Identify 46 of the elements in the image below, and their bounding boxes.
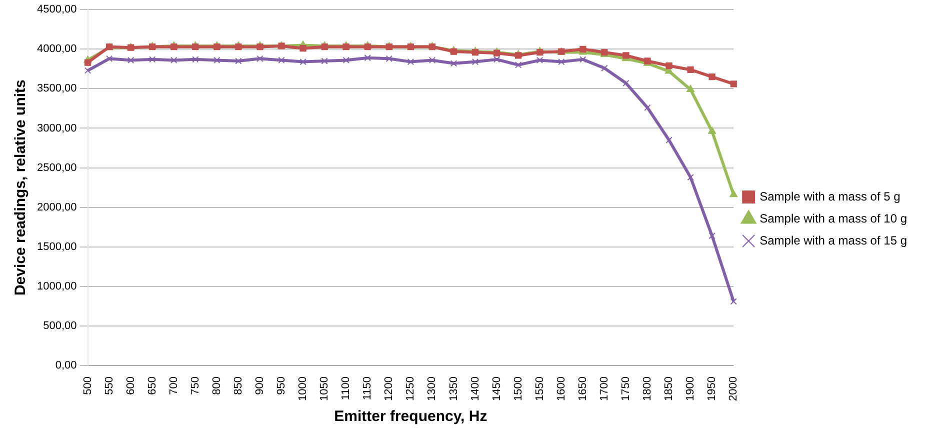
x-tick-label: 1650 <box>576 376 589 402</box>
legend-label: Sample with a mass of 5 g <box>760 189 900 204</box>
x-tick-label: 1500 <box>512 376 524 402</box>
x-tick-label: 1450 <box>490 376 503 402</box>
x-tick-label: 1050 <box>318 376 331 402</box>
x-tick-label: 1600 <box>555 376 568 402</box>
y-axis-title: Device readings, relative units <box>12 80 30 296</box>
x-tick-label: 1950 <box>706 376 718 402</box>
y-tick-label: 3500,00 <box>36 82 77 95</box>
x-tick-label: 1300 <box>426 376 438 402</box>
x-tick-label: 900 <box>254 376 266 395</box>
y-tick-label: 2500,00 <box>36 162 77 174</box>
x-tick-label: 1150 <box>362 376 374 400</box>
y-tick-label: 1500,00 <box>36 240 77 253</box>
x-tick-label: 750 <box>189 376 202 395</box>
y-tick-label: 4500,00 <box>36 4 77 16</box>
x-axis-title: Emitter frequency, Hz <box>334 408 488 426</box>
legend-label: Sample with a mass of 10 g <box>760 211 907 226</box>
x-tick-label: 800 <box>210 376 223 395</box>
x-tick-label: 1250 <box>404 376 417 402</box>
y-tick-label: 500,00 <box>43 320 77 332</box>
x-tick-label: 950 <box>276 376 288 395</box>
x-tick-label: 600 <box>124 376 137 395</box>
x-tick-label: 2000 <box>728 376 740 402</box>
y-tick-label: 2000,00 <box>36 201 77 214</box>
x-tick-label: 1350 <box>448 376 460 402</box>
x-tick-label: 1400 <box>469 376 482 402</box>
x-tick-label: 650 <box>146 376 158 395</box>
x-tick-label: 1750 <box>620 376 632 402</box>
x-tick-label: 550 <box>103 376 116 395</box>
x-tick-label: 1200 <box>383 376 396 402</box>
y-tick-label: 4000,00 <box>36 43 77 56</box>
x-tick-label: 850 <box>232 376 244 395</box>
x-tick-label: 1000 <box>297 376 310 402</box>
x-tick-label: 700 <box>168 376 180 395</box>
x-tick-label: 1100 <box>340 376 352 400</box>
x-tick-label: 1700 <box>598 376 610 402</box>
y-tick-label: 1000,00 <box>36 280 77 292</box>
y-tick-label: 3000,00 <box>36 122 77 134</box>
legend-label: Sample with a mass of 15 g <box>760 233 907 248</box>
x-tick-label: 500 <box>82 376 94 395</box>
x-tick-label: 1550 <box>534 376 546 402</box>
x-tick-label: 1900 <box>684 376 697 402</box>
y-tick-label: 0,00 <box>55 360 77 372</box>
x-tick-label: 1800 <box>642 376 654 402</box>
x-tick-label: 1850 <box>663 376 676 402</box>
